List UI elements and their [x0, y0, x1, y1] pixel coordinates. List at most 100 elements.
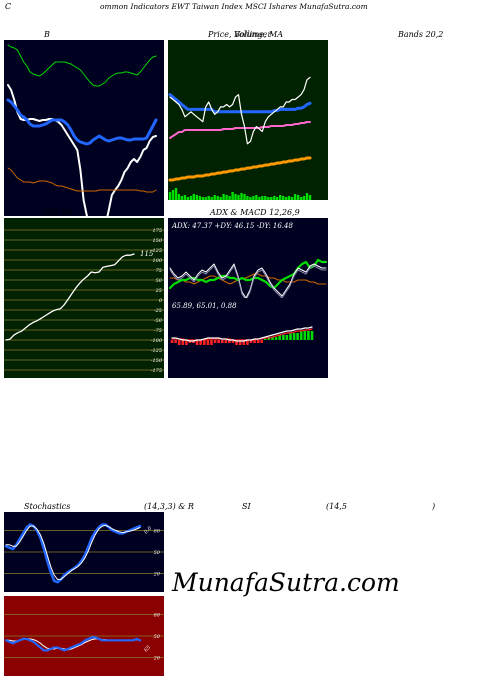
price-volume-bar: [222, 194, 225, 200]
cci-tick-label: 100: [152, 258, 162, 264]
macd-histogram-bar: [238, 340, 242, 345]
rsi-last-label: 65: [143, 645, 152, 654]
cci-background: [4, 218, 164, 378]
bollinger-background: [4, 40, 164, 216]
price-ma-mid-line: [169, 121, 311, 139]
stoch-title-e: ): [432, 502, 436, 511]
macd-histogram-bar: [307, 331, 310, 340]
price-volume-bar: [219, 197, 222, 200]
price-volume-bar: [192, 194, 195, 200]
rsi-tick-label: 80: [154, 612, 161, 618]
adx-background: [168, 218, 328, 298]
price-volume-bar: [299, 197, 303, 200]
stochastics-tick-label: 80: [154, 528, 161, 534]
price-volume-bar: [296, 195, 300, 200]
macd-histogram-bar: [310, 331, 314, 340]
price-volume-bar: [279, 195, 282, 200]
cci-tick-label: 25: [155, 288, 162, 294]
price-ma-background: [168, 40, 328, 200]
price-volume-bar: [210, 197, 213, 200]
price-ma-panel: [168, 40, 328, 200]
rsi-tick-label: 20: [153, 656, 161, 662]
price-volume-bar: [183, 195, 187, 200]
price-volume-bar: [237, 195, 240, 200]
cci-tick-label: -25: [154, 308, 162, 314]
price-volume-bar: [302, 196, 306, 200]
macd-histogram-bar: [224, 340, 228, 343]
price-volume-bar: [264, 196, 267, 200]
macd-histogram-bar: [260, 340, 263, 343]
cci-tick-label: -50: [154, 318, 163, 324]
rsi-tick-label: 50: [154, 634, 161, 640]
cci-tick-label: 175: [152, 228, 162, 234]
macd-histogram-bar: [210, 340, 213, 345]
macd-histogram-bar: [292, 333, 296, 340]
macd-panel: 65.89, 65.01, 0.88: [168, 298, 328, 378]
bollinger-panel: [4, 40, 164, 216]
macd-histogram-bar: [246, 340, 249, 345]
stoch-title-a: Stochastics: [24, 502, 71, 511]
price-ma-title: Price, Volume, MA: [208, 30, 284, 39]
price-volume-bar: [293, 194, 297, 200]
price-ma-short-line: [168, 93, 312, 114]
adx-minus-dy-shadow-line: [169, 265, 327, 298]
macd-histogram-bar: [249, 340, 253, 343]
stoch-title-d: (14,5: [326, 502, 347, 511]
cci-tick-label: -150: [151, 358, 163, 364]
stoch-title-b: (14,3,3) & R: [144, 502, 194, 511]
stochastics-d-line: [5, 524, 141, 580]
macd-histogram-bar: [203, 340, 206, 345]
cci-tick-label: -175: [151, 368, 162, 374]
price-volume-bar: [177, 194, 181, 200]
price-volume-bar: [246, 196, 249, 200]
rsi-panel: 80 50 20 65: [4, 596, 164, 676]
bands-title: Bands 20,2: [398, 30, 444, 39]
price-volume-bar: [168, 192, 172, 200]
cci-last-label: 115: [140, 250, 154, 258]
price-volume-bar: [258, 197, 261, 200]
cci-tick-label: -100: [151, 338, 163, 344]
macd-histogram-bar: [217, 340, 220, 343]
price-volume-bar: [261, 196, 264, 200]
cci-title: CCI 20: [44, 208, 73, 217]
price-volume-bar: [243, 194, 246, 200]
macd-histogram-bar: [256, 340, 260, 343]
cci-tick-label: 150: [152, 238, 162, 244]
adx-panel: ADX: 47.37 +DY: 46.15 -DY: 16.48: [168, 218, 328, 298]
stochastics-tick-label: 20: [153, 572, 161, 578]
stoch-title-c: SI: [242, 502, 251, 511]
cci-tick-label: -75: [154, 328, 162, 334]
price-volume-bar: [204, 197, 207, 200]
price-volume-bar: [207, 196, 210, 200]
stochastics-tick-label: 50: [154, 550, 161, 556]
bollinger-lower-line: [7, 167, 157, 193]
price-volume-bar: [270, 197, 273, 200]
cci-panel: 175 150 125 100 75 50 25 0 -25 -50 -75 -100 -125 -150…: [4, 218, 164, 378]
macd-label: 65.89, 65.01, 0.88: [172, 302, 237, 310]
price-volume-bar: [273, 196, 276, 200]
header-left: C: [5, 2, 12, 11]
price-volume-bar: [282, 196, 285, 200]
macd-histogram-bar: [242, 340, 246, 345]
macd-histogram-bar: [289, 333, 292, 340]
price-volume-bar: [180, 196, 184, 200]
price-line: [169, 76, 311, 145]
price-ma-overlay-title: Bollinger: [234, 30, 272, 39]
price-volume-bar: [290, 197, 294, 200]
macd-histogram-bar: [296, 333, 299, 340]
macd-histogram-bar: [299, 331, 303, 340]
price-volume-bar: [252, 196, 255, 200]
macd-histogram-bar: [228, 340, 231, 343]
bollinger-middle-line: [6, 98, 158, 146]
price-volume-bar: [174, 188, 178, 200]
bollinger-price-line: [7, 84, 157, 216]
price-volume-bar: [216, 196, 219, 200]
adx-minus-dy-line: [169, 263, 327, 298]
adx-label: ADX: 47.37 +DY: 46.15 -DY: 16.48: [171, 222, 293, 230]
macd-histogram-bar: [185, 340, 188, 345]
price-volume-bar: [189, 196, 193, 200]
adx-macd-title: ADX & MACD 12,26,9: [210, 208, 300, 217]
macd-histogram-bar: [199, 340, 202, 345]
price-volume-bar: [225, 195, 228, 200]
macd-histogram-bar: [181, 340, 185, 345]
